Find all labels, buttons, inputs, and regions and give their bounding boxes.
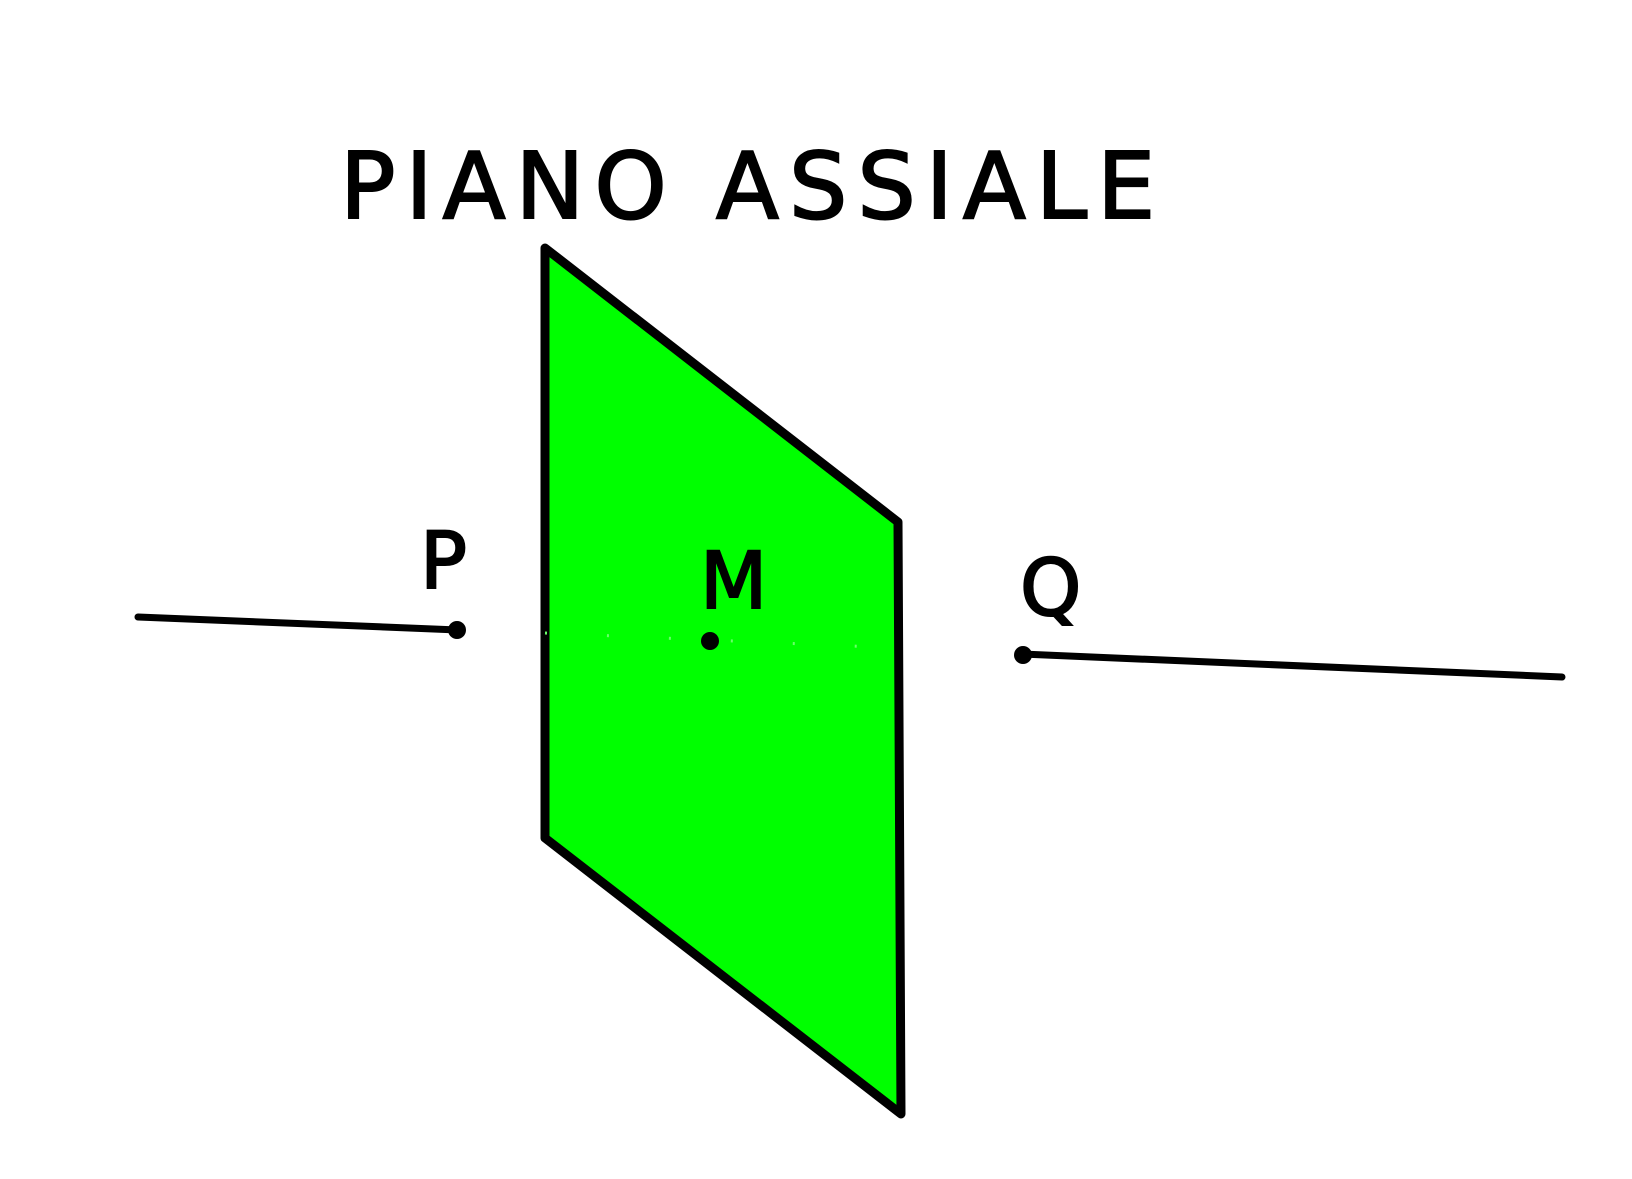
segment-right xyxy=(1018,650,1566,681)
diagram-title: PIANO ASSIALE xyxy=(340,133,1165,240)
label-p: P xyxy=(420,517,473,607)
label-m: M xyxy=(700,537,773,627)
label-q: Q xyxy=(1020,544,1087,634)
axial-plane xyxy=(540,243,906,1119)
point-m xyxy=(701,632,719,650)
point-q xyxy=(1014,646,1032,664)
point-p xyxy=(448,621,466,639)
segment-left xyxy=(134,613,462,634)
